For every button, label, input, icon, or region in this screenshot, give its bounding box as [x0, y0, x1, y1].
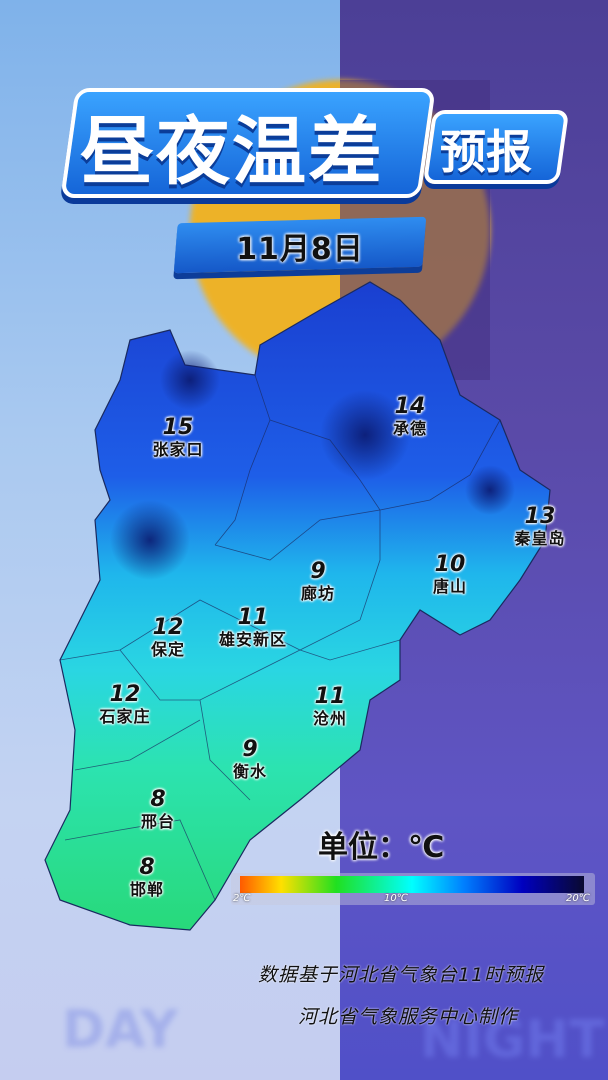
- city-name: 沧州: [312, 709, 348, 728]
- city-label: 13 秦皇岛: [514, 505, 565, 549]
- city-label: 8 邯郸: [130, 856, 164, 900]
- city-name: 衡水: [232, 762, 268, 781]
- data-source-note: 数据基于河北省气象台11时预报: [258, 964, 545, 986]
- province-outline: [44, 281, 551, 931]
- city-name: 石家庄: [99, 707, 151, 726]
- temperature-difference-value: 10: [434, 552, 466, 577]
- city-label: 8 邢台: [141, 788, 175, 832]
- legend-mid-label: 10℃: [384, 893, 408, 904]
- page-title: 昼夜温差: [80, 109, 384, 195]
- color-scale-bar: [240, 876, 584, 893]
- temperature-difference-value: 13: [524, 504, 556, 529]
- city-name: 邢台: [140, 812, 176, 831]
- city-label: 12 石家庄: [99, 683, 150, 727]
- producer-note: 河北省气象服务中心制作: [298, 1006, 519, 1028]
- legend-max-label: 20℃: [566, 893, 590, 904]
- day-watermark: DAY: [62, 1000, 179, 1060]
- city-name: 廊坊: [300, 584, 336, 603]
- city-name: 承德: [392, 419, 428, 438]
- city-label: 12 保定: [151, 616, 185, 660]
- city-name: 张家口: [152, 440, 204, 459]
- temperature-difference-value: 8: [139, 855, 155, 880]
- temperature-difference-value: 14: [394, 394, 426, 419]
- city-name: 秦皇岛: [514, 529, 566, 548]
- night-watermark: NIGHT: [420, 1010, 605, 1070]
- city-label: 14 承德: [393, 395, 427, 439]
- city-name: 保定: [150, 640, 186, 659]
- city-label: 9 廊坊: [301, 560, 335, 604]
- city-label: 11 沧州: [313, 685, 347, 729]
- temperature-difference-value: 12: [152, 615, 184, 640]
- temperature-difference-value: 12: [109, 682, 141, 707]
- city-label: 9 衡水: [233, 738, 267, 782]
- city-name: 唐山: [432, 577, 468, 596]
- temperature-difference-value: 11: [314, 684, 346, 709]
- city-name: 雄安新区: [218, 630, 288, 649]
- temperature-difference-value: 9: [242, 737, 258, 762]
- temperature-difference-value: 15: [162, 415, 194, 440]
- temperature-difference-value: 8: [150, 787, 166, 812]
- city-name: 邯郸: [129, 880, 165, 899]
- city-label: 10 唐山: [433, 553, 467, 597]
- temperature-difference-value: 9: [310, 559, 326, 584]
- forecast-date: 11月8日: [236, 232, 364, 267]
- temperature-difference-value: 11: [237, 605, 269, 630]
- page-subtitle: 预报: [440, 125, 532, 179]
- city-label: 15 张家口: [152, 416, 203, 460]
- city-label: 11 雄安新区: [219, 606, 287, 650]
- legend-min-label: 2℃: [233, 893, 251, 904]
- unit-label: 单位：℃: [318, 830, 445, 865]
